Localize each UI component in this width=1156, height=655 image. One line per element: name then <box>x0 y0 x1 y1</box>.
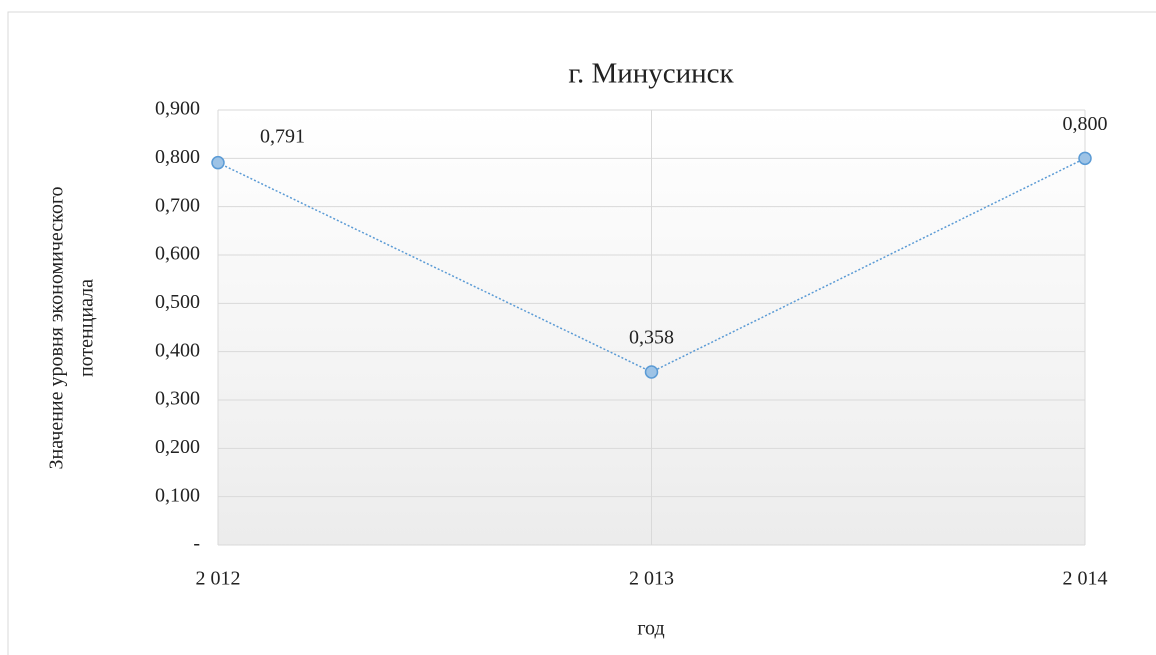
data-label: 0,358 <box>629 327 674 349</box>
marker <box>211 155 225 170</box>
x-tick-label: 2 013 <box>629 568 674 590</box>
y-tick-label: 0,200 <box>155 436 200 458</box>
x-axis-label: год <box>637 618 664 640</box>
chart-border <box>7 11 1156 655</box>
y-tick-label: - <box>193 533 200 555</box>
chart-title: г. Минусинск <box>568 58 734 90</box>
y-tick-label: 0,900 <box>155 98 200 120</box>
marker <box>644 365 659 379</box>
y-tick-label: 0,100 <box>155 484 200 506</box>
y-tick-label: 0,600 <box>155 243 200 265</box>
marker <box>1078 151 1092 166</box>
y-axis-label: потенциала <box>76 279 98 377</box>
y-tick-label: 0,300 <box>155 388 200 410</box>
data-label: 0,800 <box>1063 113 1108 135</box>
y-axis-label: Значение уровня экономического <box>46 186 68 469</box>
x-tick-label: 2 014 <box>1063 568 1108 590</box>
data-label: 0,791 <box>260 125 305 147</box>
y-tick-label: 0,700 <box>155 194 200 216</box>
y-tick-label: 0,400 <box>155 339 200 361</box>
x-tick-label: 2 012 <box>196 568 241 590</box>
y-tick-label: 0,500 <box>155 291 200 313</box>
y-tick-label: 0,800 <box>155 146 200 168</box>
